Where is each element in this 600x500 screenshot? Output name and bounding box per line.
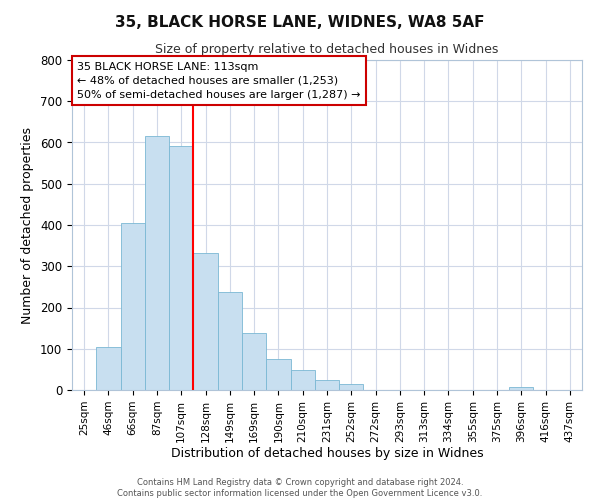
Bar bbox=[169, 146, 193, 390]
Bar bbox=[121, 223, 145, 390]
Bar bbox=[339, 384, 364, 390]
X-axis label: Distribution of detached houses by size in Widnes: Distribution of detached houses by size … bbox=[170, 448, 484, 460]
Bar bbox=[242, 334, 266, 390]
Bar bbox=[509, 386, 533, 390]
Y-axis label: Number of detached properties: Number of detached properties bbox=[22, 126, 34, 324]
Bar bbox=[266, 358, 290, 390]
Bar bbox=[290, 370, 315, 390]
Title: Size of property relative to detached houses in Widnes: Size of property relative to detached ho… bbox=[155, 43, 499, 56]
Bar bbox=[218, 292, 242, 390]
Bar bbox=[96, 346, 121, 390]
Text: 35 BLACK HORSE LANE: 113sqm
← 48% of detached houses are smaller (1,253)
50% of : 35 BLACK HORSE LANE: 113sqm ← 48% of det… bbox=[77, 62, 361, 100]
Text: Contains HM Land Registry data © Crown copyright and database right 2024.
Contai: Contains HM Land Registry data © Crown c… bbox=[118, 478, 482, 498]
Bar bbox=[145, 136, 169, 390]
Text: 35, BLACK HORSE LANE, WIDNES, WA8 5AF: 35, BLACK HORSE LANE, WIDNES, WA8 5AF bbox=[115, 15, 485, 30]
Bar bbox=[315, 380, 339, 390]
Bar bbox=[193, 252, 218, 390]
